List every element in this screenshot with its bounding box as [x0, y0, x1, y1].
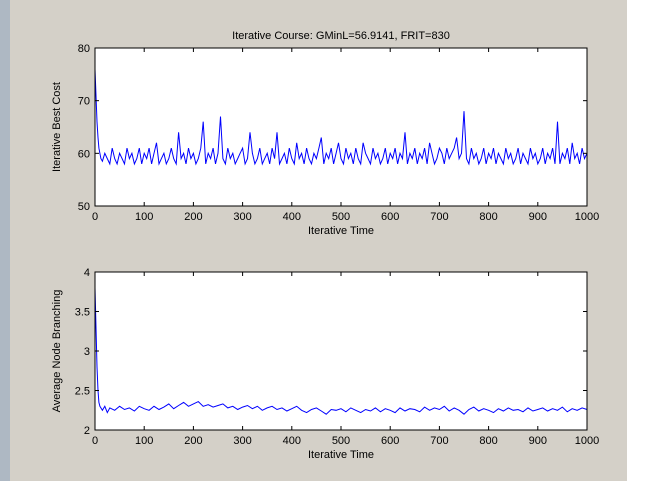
- x-axis-label: Iterative Time: [308, 449, 374, 461]
- x-tick-label: 400: [283, 211, 301, 223]
- y-axis-label: Average Node Branching: [51, 290, 63, 413]
- x-tick-label: 100: [135, 211, 153, 223]
- x-tick-label: 1000: [575, 211, 599, 223]
- plot-area-cost: [95, 48, 587, 206]
- x-tick-label: 0: [92, 435, 98, 447]
- y-tick-label: 2.5: [75, 386, 90, 398]
- x-tick-label: 600: [381, 435, 399, 447]
- x-tick-label: 500: [332, 435, 350, 447]
- y-tick-label: 3: [84, 346, 90, 358]
- y-tick-label: 2: [84, 425, 90, 437]
- x-tick-label: 800: [479, 435, 497, 447]
- x-tick-label: 300: [233, 435, 251, 447]
- window-left-edge: [0, 0, 10, 481]
- y-tick-label: 80: [78, 43, 90, 55]
- y-tick-label: 70: [78, 96, 90, 108]
- chart-title: Iterative Course: GMinL=56.9141, FRIT=83…: [232, 30, 450, 42]
- x-tick-label: 900: [529, 435, 547, 447]
- x-tick-label: 700: [430, 211, 448, 223]
- axes-cost: 0 100 200 300 400 500 600 700 800 900 1000 50 60 70 80…: [51, 30, 599, 237]
- x-tick-label: 600: [381, 211, 399, 223]
- x-tick-label: 200: [184, 211, 202, 223]
- y-axis-label: Iterative Best Cost: [51, 82, 63, 172]
- x-tick-label: 500: [332, 211, 350, 223]
- y-tick-label: 3.5: [75, 307, 90, 319]
- x-tick-label: 900: [529, 211, 547, 223]
- x-axis-label: Iterative Time: [308, 225, 374, 237]
- y-tick-label: 4: [84, 267, 90, 279]
- plot-area-branching: [95, 272, 587, 430]
- x-tick-label: 1000: [575, 435, 599, 447]
- x-tick-label: 300: [233, 211, 251, 223]
- x-tick-label: 800: [479, 211, 497, 223]
- y-tick-label: 50: [78, 201, 90, 213]
- data-line-branching: [94, 287, 588, 415]
- y-tick-label: 60: [78, 148, 90, 160]
- x-tick-label: 200: [184, 435, 202, 447]
- data-line-cost: [94, 69, 588, 166]
- x-tick-label: 0: [92, 211, 98, 223]
- x-tick-label: 700: [430, 435, 448, 447]
- x-tick-label: 400: [283, 435, 301, 447]
- x-tick-label: 100: [135, 435, 153, 447]
- axes-branching: 0 100 200 300 400 500 600 700 800 900 1000 2 2.5 3 3.5…: [51, 267, 599, 461]
